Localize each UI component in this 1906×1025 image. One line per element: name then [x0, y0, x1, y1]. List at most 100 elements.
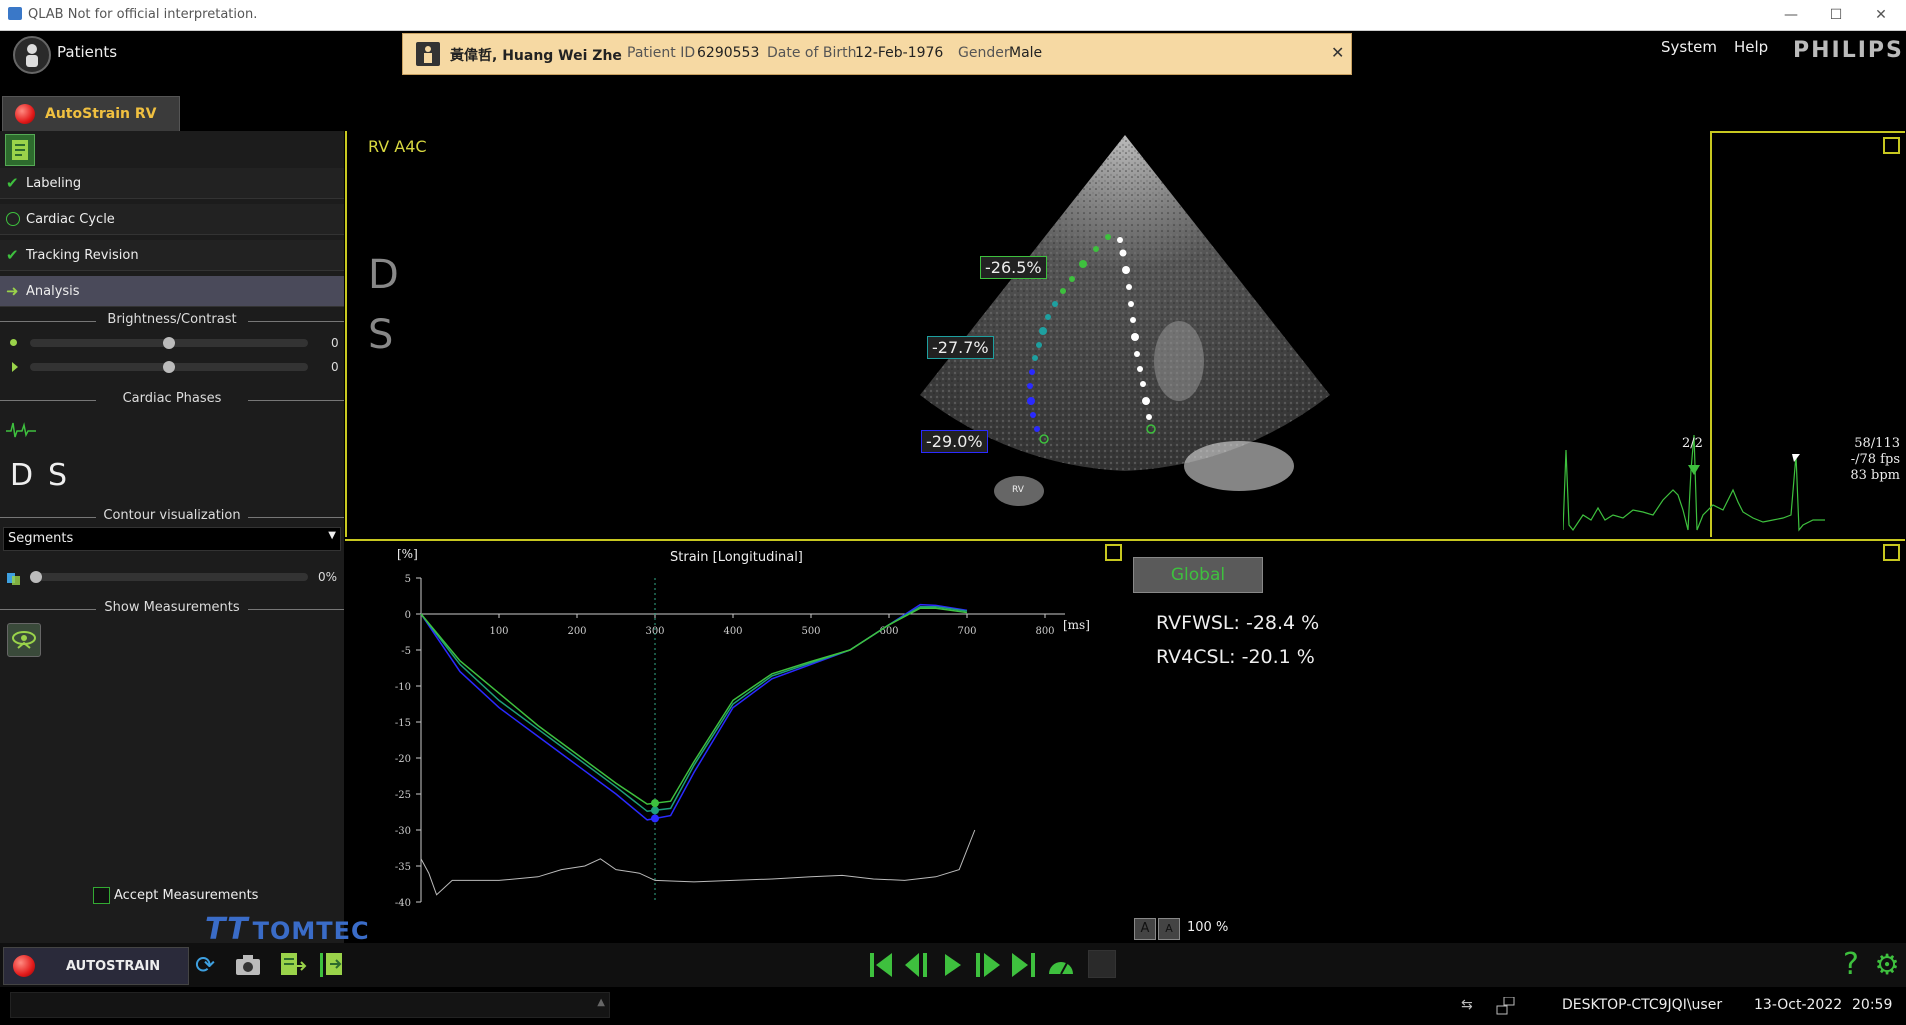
patient-id-icon	[416, 42, 440, 66]
segment-label-basal: -29.0%	[921, 430, 988, 453]
workflow-step-labeling[interactable]: ✔ Labeling	[0, 168, 344, 199]
brightness-knob[interactable]	[163, 337, 175, 349]
minimize-icon[interactable]: —	[1784, 7, 1798, 23]
contrast-icon	[12, 362, 18, 372]
opacity-value: 0%	[318, 570, 338, 584]
x-tick-label: 300	[645, 626, 664, 637]
brightness-header: Brightness/Contrast	[0, 312, 344, 330]
phase-d-label[interactable]: D	[10, 458, 34, 493]
contour-header: Contour visualization	[0, 508, 344, 526]
brightness-slider[interactable]	[30, 337, 308, 349]
contrast-slider[interactable]	[30, 361, 308, 373]
workflow-step-cardiac-cycle[interactable]: Cardiac Cycle	[0, 204, 344, 235]
close-banner-icon[interactable]: ✕	[1331, 43, 1345, 62]
reset-icon[interactable]: ⟳	[194, 951, 216, 979]
help-icon[interactable]: ?	[1843, 947, 1859, 982]
strain-chart[interactable]: 5 0 -5 -10 -15 -20 -25 -30 -35 -40 100 200 300 400 500…	[345, 540, 1105, 940]
segment-label-apical: -26.5%	[980, 256, 1047, 279]
camera-icon[interactable]	[233, 950, 263, 980]
autostrain-button[interactable]: AUTOSTRAIN	[3, 947, 189, 985]
settings-gear-icon[interactable]: ⚙	[1874, 948, 1900, 981]
last-frame-icon[interactable]	[1010, 950, 1038, 984]
patients-button[interactable]: Patients	[57, 43, 118, 61]
play-icon[interactable]	[941, 950, 965, 984]
workflow-step-analysis[interactable]: ➜ Analysis	[0, 276, 344, 307]
previous-frame-icon[interactable]	[903, 950, 931, 984]
menu-system[interactable]: System	[1661, 38, 1717, 56]
circle-icon	[6, 212, 20, 226]
echo-bright-region	[994, 476, 1044, 506]
window-titlebar: QLAB Not for official interpretation. — …	[0, 0, 1906, 31]
app-icon	[8, 7, 22, 20]
y-tick-label: -25	[395, 790, 411, 801]
chevron-up-icon: ▲	[597, 997, 605, 1008]
maximize-icon[interactable]: ☐	[1829, 7, 1843, 23]
loop-toggle-button[interactable]	[1088, 950, 1116, 978]
segment-label-mid: -27.7%	[927, 336, 994, 359]
y-tick-label: -40	[395, 898, 411, 909]
first-frame-icon[interactable]	[868, 950, 896, 984]
contrast-knob[interactable]	[163, 361, 175, 373]
chart-xlabel: [ms]	[1063, 618, 1090, 632]
menu-help[interactable]: Help	[1734, 38, 1769, 56]
patient-banner: 黃偉哲, Huang Wei Zhe Patient ID 6290553 Da…	[402, 33, 1352, 75]
network-icon[interactable]	[1496, 996, 1516, 1019]
echo-s-label: S	[368, 312, 394, 358]
echo-info-panel	[345, 131, 543, 537]
strain-chart-svg: 5 0 -5 -10 -15 -20 -25 -30 -35 -40 100 200 300 400 500…	[395, 574, 1065, 909]
strain-series-line-3	[420, 607, 968, 805]
strain-cursor-point-2	[651, 806, 659, 815]
maximize-echo-icon[interactable]	[1883, 137, 1900, 154]
heart-rate: 83 bpm	[1850, 468, 1900, 483]
x-tick-label: 600	[879, 626, 898, 637]
y-tick-label: 5	[405, 574, 411, 585]
eye-icon[interactable]	[7, 623, 41, 657]
command-input[interactable]: ▲	[10, 992, 610, 1018]
global-button[interactable]: Global	[1133, 557, 1263, 593]
opacity-knob[interactable]	[30, 571, 42, 583]
next-frame-icon[interactable]	[974, 950, 1002, 984]
phase-s-label[interactable]: S	[48, 458, 68, 493]
x-tick-label: 200	[567, 626, 586, 637]
ecg-phases-icon[interactable]	[6, 417, 38, 445]
export-report-icon[interactable]	[277, 950, 307, 980]
send-report-icon[interactable]	[318, 950, 348, 980]
tab-autostrain-rv[interactable]: AutoStrain RV	[2, 96, 180, 131]
report-icon[interactable]	[5, 134, 35, 166]
accept-measurements-label: Accept Measurements	[114, 888, 259, 903]
chevron-down-icon: ▼	[328, 530, 336, 541]
status-date: 13-Oct-2022	[1754, 997, 1843, 1013]
transfer-icon[interactable]: ⇆	[1461, 997, 1473, 1013]
font-decrease-button[interactable]: A	[1134, 918, 1156, 940]
maximize-chart-icon[interactable]	[1105, 544, 1122, 561]
font-increase-button[interactable]: A	[1158, 918, 1180, 940]
speckle-texture	[920, 135, 1330, 471]
x-tick-label: 400	[723, 626, 742, 637]
close-icon[interactable]: ✕	[1875, 7, 1887, 23]
tracking-points-white	[1117, 237, 1156, 434]
patients-icon[interactable]	[13, 36, 51, 74]
dob-label: Date of Birth	[767, 45, 857, 61]
show-measurements-header: Show Measurements	[0, 600, 344, 618]
x-tick-label: 700	[957, 626, 976, 637]
autostrain-label: AUTOSTRAIN	[66, 959, 161, 974]
opacity-icon	[7, 570, 21, 585]
workflow-step-tracking-revision[interactable]: ✔ Tracking Revision	[0, 240, 344, 271]
echo-image-area[interactable]	[539, 131, 1710, 539]
autostrain-icon	[15, 104, 35, 124]
contrast-value: 0	[331, 360, 339, 374]
gender-value: Male	[1009, 45, 1043, 61]
check-icon: ✔	[6, 246, 19, 264]
maximize-global-icon[interactable]	[1883, 544, 1900, 561]
fps-readout: -/78 fps	[1850, 452, 1900, 467]
contour-select[interactable]: Segments ▼	[3, 527, 341, 551]
x-tick-label: 500	[801, 626, 820, 637]
y-tick-label: -10	[395, 682, 411, 693]
speed-gauge-icon[interactable]	[1046, 952, 1076, 982]
accept-measurements-checkbox[interactable]	[93, 887, 110, 904]
opacity-slider[interactable]	[30, 571, 308, 583]
x-tick-label: 100	[489, 626, 508, 637]
step-label: Tracking Revision	[26, 248, 139, 263]
patient-name: 黃偉哲, Huang Wei Zhe	[450, 48, 622, 64]
strain-cursor-point-3	[651, 799, 659, 808]
